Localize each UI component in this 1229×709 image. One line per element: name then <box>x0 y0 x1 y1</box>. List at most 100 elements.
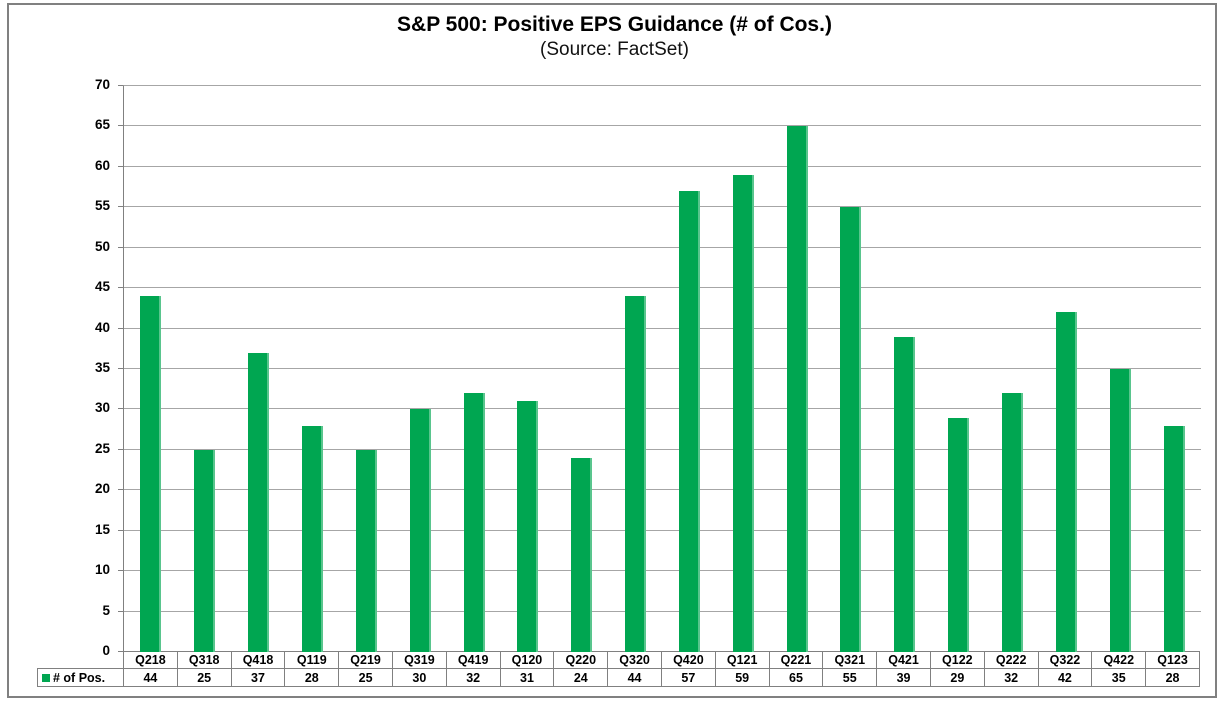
bar <box>140 296 162 652</box>
x-axis-label-cell: Q123 <box>1145 652 1199 668</box>
x-axis-label-cell: Q120 <box>499 652 554 668</box>
y-axis-tick-label: 10 <box>94 562 110 578</box>
x-axis-label-cell: Q122 <box>929 652 984 668</box>
data-table-value-cell: 37 <box>230 669 285 686</box>
bar <box>1109 369 1131 652</box>
data-table-value-cell: 65 <box>768 669 823 686</box>
y-axis-tick-label: 70 <box>94 77 110 92</box>
chart-title: S&P 500: Positive EPS Guidance (# of Cos… <box>397 13 832 36</box>
data-table-value-cell: 28 <box>284 669 338 686</box>
x-axis-label-cell: Q121 <box>714 652 769 668</box>
grid-line <box>124 570 1201 572</box>
data-table-value-cell: 44 <box>143 670 158 685</box>
y-axis-tick-label: 50 <box>94 238 110 254</box>
data-table-value-cell: 30 <box>391 669 446 686</box>
data-table-value-cell: 28 <box>1145 669 1199 686</box>
bar <box>948 417 970 652</box>
x-axis-label-cell: Q219 <box>338 652 392 668</box>
x-axis-label-cell: Q422 <box>1091 652 1145 668</box>
y-axis-tick-label: 65 <box>94 117 110 133</box>
data-table-value-cell: 42 <box>1037 669 1092 686</box>
x-axis-label-cell: Q418 <box>230 652 285 668</box>
x-axis-label-cell: Q222 <box>983 652 1038 668</box>
y-axis-tick-mark <box>118 125 123 127</box>
y-axis-tick-mark <box>118 408 123 410</box>
bar <box>301 425 323 652</box>
y-axis-tick-mark <box>118 85 123 86</box>
y-axis-tick-label: 55 <box>94 198 110 214</box>
x-axis-label-cell: Q319 <box>391 652 446 668</box>
bar <box>355 449 377 652</box>
bar <box>409 409 431 652</box>
grid-line <box>124 529 1201 531</box>
y-axis-tick-mark <box>118 529 123 531</box>
y-axis-tick-mark <box>118 246 123 248</box>
y-axis-tick-mark <box>118 327 123 329</box>
data-table-value-cell: 32 <box>983 669 1038 686</box>
y-axis-tick-label: 15 <box>94 521 110 537</box>
grid-line <box>124 246 1201 248</box>
data-table-value-cell: 32 <box>445 669 500 686</box>
data-table-value-cell: 25 <box>176 669 231 686</box>
plot-area <box>123 85 1201 652</box>
data-table-value-cell: 44 <box>607 669 661 686</box>
grid-line <box>124 206 1201 208</box>
y-axis-tick-label: 45 <box>94 279 110 295</box>
legend-cell: # of Pos. <box>37 668 124 687</box>
x-axis-label-cell: Q419 <box>445 652 500 668</box>
grid-line <box>124 610 1201 612</box>
data-table-value-cell: 31 <box>499 669 554 686</box>
y-axis-tick-mark <box>118 206 123 208</box>
y-axis-tick-mark <box>118 570 123 572</box>
grid-line <box>124 408 1201 410</box>
y-axis-tick-label: 25 <box>94 440 110 456</box>
bar <box>786 126 808 652</box>
x-axis-label-cell: Q421 <box>876 652 930 668</box>
y-axis-tick-mark <box>118 368 123 369</box>
data-table-value-cell: 57 <box>660 669 715 686</box>
grid-line <box>124 125 1201 127</box>
bar <box>678 191 700 652</box>
x-axis-label-cell: Q119 <box>284 652 338 668</box>
bar <box>248 352 270 652</box>
x-axis-label-cell: Q322 <box>1037 652 1092 668</box>
x-axis-label-cell: Q320 <box>607 652 661 668</box>
data-table-value-cell: 35 <box>1091 669 1145 686</box>
grid-line <box>124 448 1201 450</box>
y-axis-tick-label: 0 <box>102 643 110 658</box>
bar <box>840 207 862 652</box>
bar <box>1002 393 1024 652</box>
x-axis-label-row: Q218 Q318 Q418 Q119 Q219 Q319 Q419 Q120 Q220 Q320… <box>123 651 1200 669</box>
x-axis-label-cell: Q221 <box>768 652 823 668</box>
bar <box>894 336 916 652</box>
x-axis-label-cell: Q220 <box>553 652 607 668</box>
data-table-value-cell: 29 <box>929 669 984 686</box>
x-axis-label-cell: Q321 <box>822 652 876 668</box>
bar <box>1055 312 1077 652</box>
bar <box>732 174 754 652</box>
y-axis-tick-label: 20 <box>94 481 110 497</box>
x-axis-label-cell: Q420 <box>660 652 715 668</box>
y-axis-tick-mark <box>118 165 123 167</box>
chart-subtitle: (Source: FactSet) <box>540 39 689 60</box>
data-table-value-cell: 24 <box>553 669 607 686</box>
bar <box>517 401 539 652</box>
x-axis-label-cell: Q218 <box>135 653 166 667</box>
y-axis-tick-mark <box>118 610 123 612</box>
y-axis-tick-mark <box>118 448 123 450</box>
bar <box>194 449 216 652</box>
data-table-value-cell: 59 <box>714 669 769 686</box>
y-axis-tick-label: 30 <box>94 400 110 416</box>
grid-line <box>124 327 1201 329</box>
data-table-value-row: 44 25 37 28 25 30 32 31 24 44 57 59 65 55 39 29 32 42 35 28 <box>123 668 1200 687</box>
data-table-value-cell: 39 <box>876 669 930 686</box>
data-table-value-cell: 55 <box>822 669 876 686</box>
grid-line <box>124 287 1201 289</box>
legend-series-label: # of Pos. <box>53 670 106 685</box>
data-table-value-cell: 25 <box>338 669 392 686</box>
bar <box>463 393 485 652</box>
grid-line <box>124 165 1201 167</box>
bar <box>625 296 647 652</box>
x-axis-label-cell: Q318 <box>176 652 231 668</box>
